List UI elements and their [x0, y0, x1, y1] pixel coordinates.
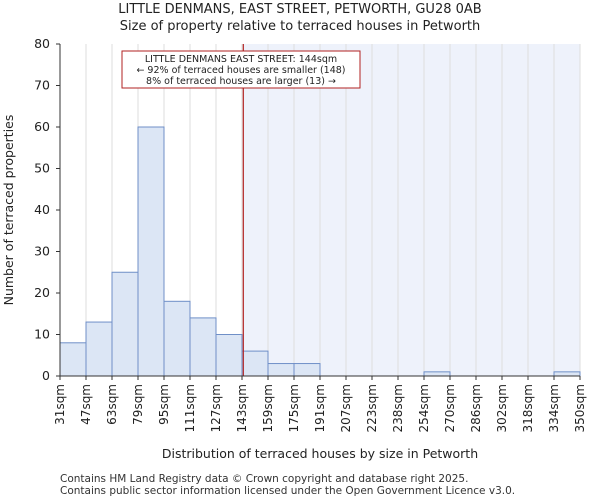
x-tick-label-254sqm: 254sqm [417, 384, 431, 432]
bar-159sqm [267, 363, 295, 377]
annotation-line-2: ← 92% of terraced houses are smaller (14… [136, 65, 345, 76]
x-tick-label-127sqm: 127sqm [209, 384, 223, 432]
bar-95sqm [163, 300, 191, 377]
bar-143sqm [241, 350, 269, 377]
y-tick-label: 70 [34, 78, 50, 93]
x-tick-label-95sqm: 95sqm [157, 384, 171, 425]
x-tick-label-63sqm: 63sqm [105, 384, 119, 425]
bar-254sqm [423, 371, 451, 377]
y-tick-label: 30 [34, 244, 50, 259]
chart-title: LITTLE DENMANS, EAST STREET, PETWORTH, G… [118, 2, 482, 17]
bar-127sqm [215, 334, 243, 377]
x-tick-label-175sqm: 175sqm [287, 384, 301, 432]
larger-region-shade [243, 44, 581, 376]
bar-47sqm [85, 321, 113, 377]
annotation-box [121, 50, 361, 89]
bar-334sqm [553, 371, 581, 377]
x-tick-label-238sqm: 238sqm [391, 384, 405, 432]
x-tick-label-286sqm: 286sqm [469, 384, 483, 432]
x-tick-label-159sqm: 159sqm [261, 384, 275, 432]
x-tick-label-191sqm: 191sqm [313, 384, 327, 432]
x-tick-label-143sqm: 143sqm [235, 384, 249, 432]
bar-31sqm [59, 342, 87, 377]
annotation-line-1: LITTLE DENMANS EAST STREET: 144sqm [145, 54, 337, 65]
y-axis-label: Number of terraced properties [1, 115, 16, 306]
y-tick-label: 60 [34, 119, 50, 134]
x-tick-label-318sqm: 318sqm [521, 384, 535, 432]
x-tick-label-31sqm: 31sqm [53, 384, 67, 425]
x-axis-label: Distribution of terraced houses by size … [162, 446, 478, 461]
x-tick-label-334sqm: 334sqm [547, 384, 561, 432]
y-tick-label: 40 [34, 202, 50, 217]
bar-63sqm [111, 271, 139, 377]
y-tick-label: 50 [34, 161, 50, 176]
x-tick-label-350sqm: 350sqm [573, 384, 587, 432]
bar-175sqm [293, 363, 321, 377]
x-tick-label-111sqm: 111sqm [183, 384, 197, 432]
annotation-line-3: 8% of terraced houses are larger (13) → [146, 76, 336, 87]
x-tick-label-270sqm: 270sqm [443, 384, 457, 432]
x-tick-label-223sqm: 223sqm [365, 384, 379, 432]
x-tick-label-302sqm: 302sqm [495, 384, 509, 432]
y-tick-label: 20 [34, 285, 50, 300]
chart-subtitle: Size of property relative to terraced ho… [119, 19, 481, 34]
y-tick-label: 80 [34, 36, 50, 51]
footer-licence: Contains public sector information licen… [60, 485, 516, 497]
bar-111sqm [189, 317, 217, 377]
y-tick-label: 10 [34, 327, 50, 342]
x-tick-label-47sqm: 47sqm [79, 384, 93, 425]
bar-79sqm [137, 126, 165, 377]
x-tick-label-207sqm: 207sqm [339, 384, 353, 432]
y-tick-label: 0 [42, 368, 50, 383]
footer-copyright: Contains HM Land Registry data © Crown c… [60, 473, 469, 485]
x-tick-label-79sqm: 79sqm [131, 384, 145, 425]
